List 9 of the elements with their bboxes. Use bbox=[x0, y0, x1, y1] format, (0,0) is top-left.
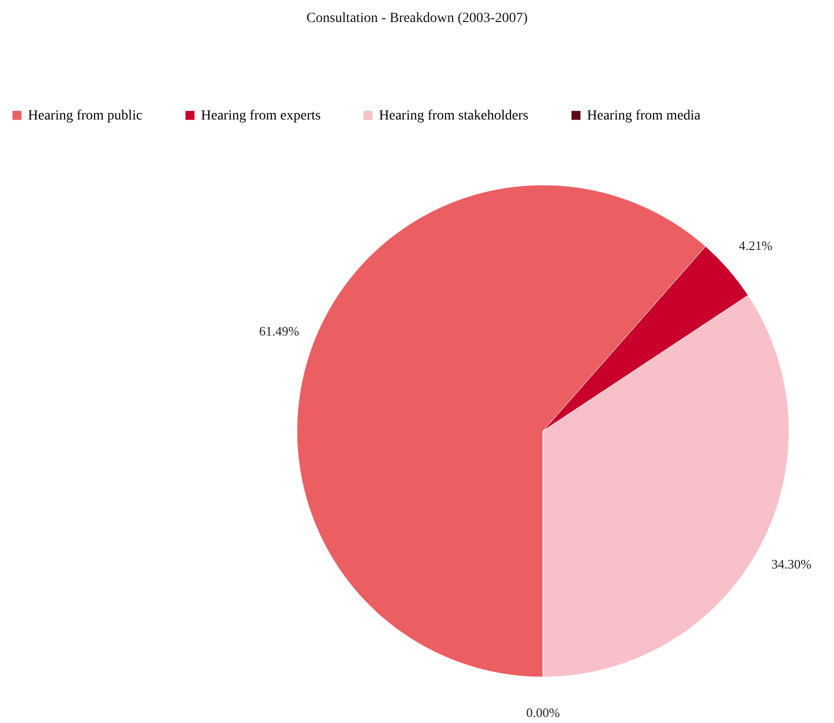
legend-label: Hearing from media bbox=[587, 108, 702, 124]
legend-label: Hearing from public bbox=[28, 108, 142, 124]
data-label: 61.49% bbox=[259, 323, 300, 338]
text: 0.00% bbox=[526, 705, 560, 720]
legend-label: Hearing from stakeholders bbox=[379, 108, 528, 124]
legend-label: Hearing from experts bbox=[201, 108, 321, 124]
chart-title: Consultation - Breakdown (2003-2007) bbox=[306, 11, 528, 26]
data-label: 34.30% bbox=[771, 556, 812, 572]
data-label: 4.21% bbox=[738, 238, 773, 253]
